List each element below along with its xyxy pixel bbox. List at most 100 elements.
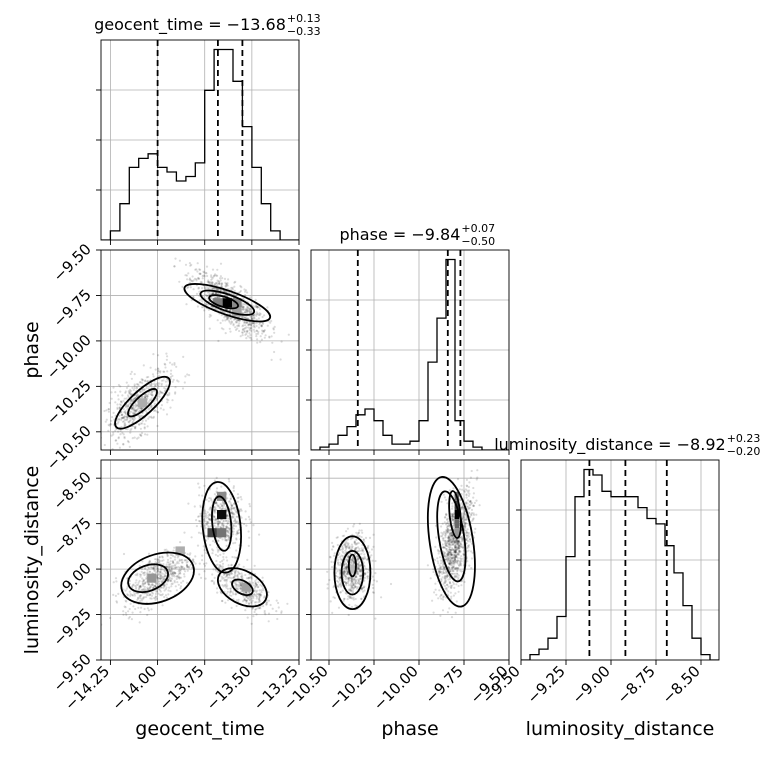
sample-point: [147, 408, 150, 411]
sample-point: [175, 566, 179, 569]
sample-point: [448, 562, 451, 566]
sample-point: [124, 423, 127, 426]
sample-point: [197, 277, 200, 280]
sample-point: [142, 572, 145, 575]
sample-point: [466, 505, 469, 508]
sample-point: [449, 537, 452, 541]
sample-point: [468, 538, 472, 541]
sample-point: [346, 542, 349, 545]
sample-point: [235, 604, 238, 608]
sample-point: [434, 545, 437, 549]
sample-point: [225, 525, 228, 528]
sample-point: [446, 528, 449, 531]
sample-point: [446, 574, 449, 577]
sample-point: [459, 498, 462, 502]
sample-point: [230, 564, 233, 567]
sample-point: [453, 563, 456, 566]
sample-point: [234, 583, 237, 586]
sample-point: [352, 525, 355, 528]
sample-point: [209, 497, 212, 500]
sample-point: [258, 592, 261, 595]
sample-point: [228, 535, 231, 538]
sample-point: [245, 326, 248, 329]
sample-point: [363, 553, 366, 556]
sample-point: [237, 523, 240, 526]
sample-point: [228, 573, 231, 576]
sample-point: [339, 576, 342, 580]
sample-point: [157, 370, 160, 373]
y-tick-label: −9.50: [50, 240, 95, 285]
sample-point: [122, 610, 125, 613]
sample-point: [177, 583, 180, 586]
sample-point: [175, 575, 178, 578]
sample-point: [236, 493, 240, 496]
sample-point: [203, 518, 206, 521]
contour-line: [208, 294, 240, 310]
sample-point: [189, 264, 192, 267]
sample-point: [348, 584, 351, 587]
sample-point: [107, 423, 110, 426]
sample-point: [196, 305, 199, 308]
sample-point: [145, 578, 148, 581]
sample-point: [188, 553, 191, 556]
sample-point: [280, 610, 283, 613]
sample-point: [138, 588, 141, 591]
sample-point: [450, 586, 453, 589]
sample-point: [461, 504, 464, 507]
sample-point: [451, 505, 454, 508]
sample-point: [360, 552, 363, 555]
sample-point: [214, 506, 217, 509]
sample-point: [165, 384, 168, 387]
sample-point: [452, 581, 455, 584]
sample-point: [223, 277, 227, 280]
sample-point: [273, 325, 276, 328]
sample-point: [356, 566, 359, 570]
sample-point: [350, 558, 353, 561]
sample-point: [204, 293, 207, 296]
sample-point: [172, 549, 175, 552]
sample-point: [245, 591, 248, 594]
sample-point: [216, 274, 219, 277]
sample-point: [451, 548, 454, 551]
sample-point: [163, 569, 166, 573]
sample-point: [447, 551, 450, 554]
sample-point: [241, 306, 245, 309]
sample-point: [157, 368, 160, 371]
sample-point: [472, 504, 475, 507]
sample-point: [107, 408, 110, 411]
sample-point: [448, 560, 451, 563]
sample-point: [452, 518, 455, 521]
sample-point: [205, 272, 208, 275]
sample-point: [137, 384, 140, 387]
sample-point: [241, 308, 244, 311]
sample-point: [244, 609, 247, 612]
sample-point: [444, 555, 447, 558]
sample-point: [450, 544, 453, 547]
sample-point: [457, 566, 460, 570]
sample-point: [180, 566, 183, 569]
sample-point: [434, 524, 438, 527]
sample-point: [146, 569, 149, 572]
sample-point: [234, 525, 238, 528]
sample-point: [183, 531, 186, 534]
sample-point: [460, 564, 463, 567]
sample-point: [134, 425, 137, 428]
sample-point: [214, 273, 217, 276]
sample-point: [175, 365, 178, 368]
sample-point: [445, 547, 448, 550]
sample-point: [238, 508, 241, 511]
sample-point: [375, 580, 378, 583]
sample-point: [238, 528, 241, 531]
sample-point: [150, 594, 154, 597]
sample-point: [362, 550, 365, 553]
sample-point: [253, 321, 256, 324]
sample-point: [127, 384, 130, 387]
sample-point: [173, 265, 176, 268]
sample-point: [143, 389, 146, 392]
sample-point: [159, 577, 162, 580]
sample-point: [210, 274, 213, 277]
sample-point: [169, 579, 172, 583]
sample-point: [358, 547, 361, 551]
sample-cluster-5: [326, 522, 393, 620]
sample-point: [112, 431, 115, 434]
